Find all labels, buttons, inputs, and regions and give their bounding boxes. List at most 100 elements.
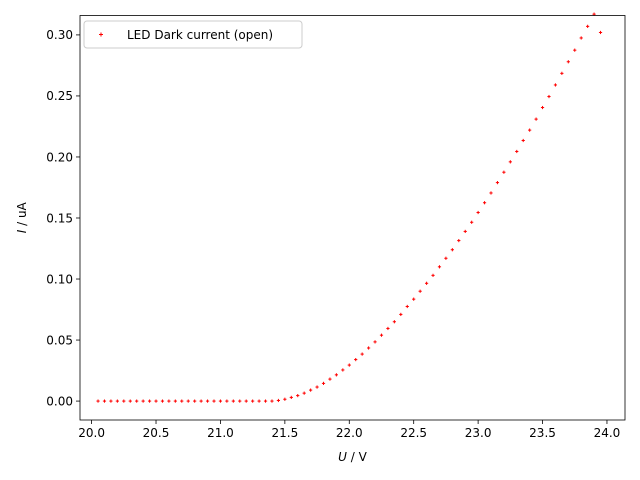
data-point xyxy=(315,385,319,389)
data-point xyxy=(528,128,532,132)
y-tick-label: 0.15 xyxy=(46,211,73,225)
x-tick-label: 22.5 xyxy=(400,426,427,440)
data-point xyxy=(257,399,261,403)
data-point xyxy=(515,149,519,154)
data-point xyxy=(463,229,467,234)
data-point xyxy=(547,94,551,99)
data-point xyxy=(289,395,293,400)
data-point xyxy=(115,399,119,403)
data-point xyxy=(489,191,493,195)
legend-label: LED Dark current (open) xyxy=(127,28,273,42)
data-point xyxy=(102,399,107,403)
data-point xyxy=(560,71,564,75)
data-point xyxy=(270,399,274,403)
data-point xyxy=(379,333,384,337)
data-point xyxy=(238,399,242,403)
data-point xyxy=(521,138,525,143)
y-axis-label-unit: / uA xyxy=(15,201,29,229)
data-point xyxy=(341,368,345,372)
data-point xyxy=(147,399,152,403)
x-axis-label-unit: / V xyxy=(347,450,368,464)
data-point xyxy=(573,48,577,52)
data-point xyxy=(173,399,177,403)
data-point xyxy=(450,248,454,252)
y-tick-label: 0.00 xyxy=(46,394,73,408)
data-point xyxy=(244,399,248,403)
data-point xyxy=(437,265,442,269)
data-point xyxy=(502,170,506,174)
data-point xyxy=(296,393,300,398)
data-point xyxy=(354,357,358,362)
legend-marker xyxy=(99,32,103,37)
data-point xyxy=(251,399,255,403)
data-point xyxy=(457,238,461,243)
data-point xyxy=(540,105,545,110)
data-point xyxy=(302,391,306,395)
data-point xyxy=(218,399,223,403)
x-axis-label-symbol: U xyxy=(338,450,347,464)
y-axis-label-symbol: I xyxy=(15,229,29,233)
data-point xyxy=(412,297,416,301)
data-point xyxy=(418,289,422,293)
data-point xyxy=(424,281,429,285)
data-point xyxy=(598,30,603,35)
data-point xyxy=(199,399,203,403)
x-tick-label: 23.5 xyxy=(529,426,556,440)
data-point xyxy=(399,312,403,317)
data-point xyxy=(128,399,132,403)
data-point xyxy=(405,304,409,309)
data-point xyxy=(482,201,487,205)
data-point xyxy=(186,399,190,403)
data-point xyxy=(263,399,268,403)
data-point xyxy=(193,399,197,403)
data-point xyxy=(135,399,139,403)
x-tick-label: 20.0 xyxy=(78,426,105,440)
y-tick-label: 0.10 xyxy=(46,272,73,286)
x-axis-ticks: 20.0 20.5 21.0 21.5 22.0 22.5 23.0 23.5 24.0 xyxy=(78,420,620,440)
data-point xyxy=(205,399,210,403)
y-axis-ticks: 0.00 0.05 0.10 0.15 0.20 0.25 0.30 xyxy=(46,28,80,408)
x-tick-label: 21.5 xyxy=(271,426,298,440)
data-point xyxy=(283,397,287,401)
data-point xyxy=(309,388,313,392)
data-point xyxy=(367,346,371,350)
y-axis-label: I / uA xyxy=(15,201,29,233)
data-point xyxy=(579,36,583,40)
x-tick-label: 21.0 xyxy=(207,426,234,440)
data-point xyxy=(495,180,500,185)
y-tick-label: 0.05 xyxy=(46,333,73,347)
data-point xyxy=(96,399,100,403)
data-point xyxy=(328,377,332,381)
x-tick-label: 24.0 xyxy=(594,426,621,440)
x-tick-label: 20.5 xyxy=(143,426,170,440)
data-point xyxy=(154,399,158,403)
plot-area-frame xyxy=(79,15,626,421)
legend: LED Dark current (open) xyxy=(83,20,303,49)
data-point xyxy=(444,256,448,260)
legend-box xyxy=(83,20,303,49)
x-tick-label: 23.0 xyxy=(465,426,492,440)
data-point xyxy=(180,399,184,403)
data-point xyxy=(334,373,338,377)
data-point xyxy=(212,399,216,403)
data-point xyxy=(508,160,512,164)
data-point xyxy=(586,24,590,28)
x-tick-label: 22.0 xyxy=(336,426,363,440)
data-point xyxy=(360,352,364,356)
data-point xyxy=(470,220,474,224)
data-point xyxy=(141,399,145,403)
data-point xyxy=(373,340,377,344)
data-point xyxy=(347,363,351,367)
data-point xyxy=(431,273,435,277)
data-points xyxy=(96,12,603,403)
data-point xyxy=(553,83,558,87)
data-point xyxy=(167,399,171,403)
data-point xyxy=(160,399,165,403)
data-point xyxy=(566,60,570,64)
data-point xyxy=(392,320,396,324)
data-point xyxy=(109,399,113,403)
data-point xyxy=(476,210,480,215)
x-axis-label: U / V xyxy=(338,450,367,464)
data-point xyxy=(231,399,235,403)
